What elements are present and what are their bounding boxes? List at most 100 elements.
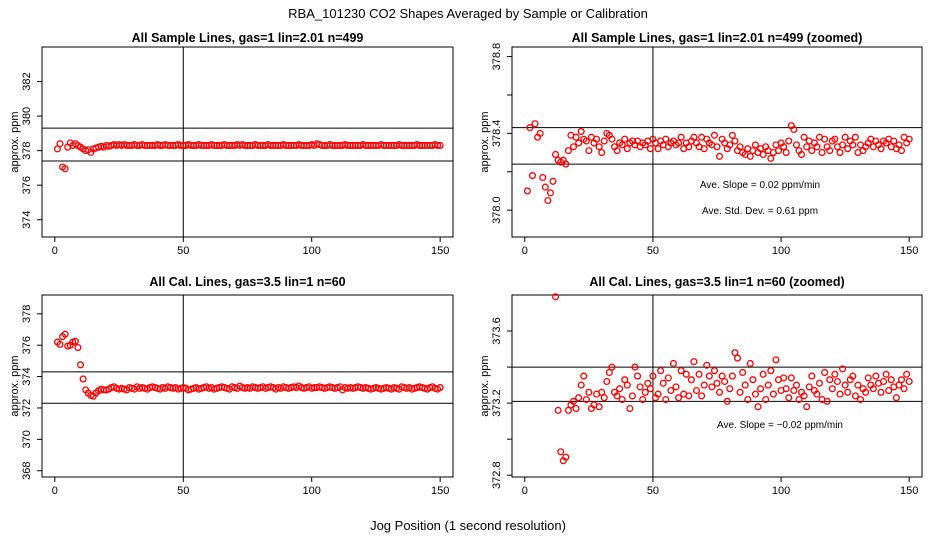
data-point (713, 143, 721, 151)
panel-title: All Cal. Lines, gas=3.5 lin=1 n=60 (zoom… (589, 275, 844, 289)
x-tick-label: 50 (647, 245, 659, 257)
data-point (416, 141, 424, 150)
data-point (721, 377, 729, 386)
data-point (826, 376, 834, 384)
data-point (575, 394, 583, 402)
data-point (623, 145, 631, 153)
data-point (726, 385, 734, 393)
data-point (687, 376, 695, 384)
data-point (600, 137, 608, 145)
data-point (272, 141, 280, 150)
data-point (800, 133, 808, 141)
data-point (331, 141, 339, 150)
data-point (639, 395, 647, 404)
data-point (143, 141, 151, 150)
data-point (146, 141, 154, 150)
x-tick-label: 150 (431, 485, 449, 497)
data-point (287, 141, 295, 150)
panel-title: All Sample Lines, gas=1 lin=2.01 n=499 (132, 31, 364, 45)
data-point (423, 141, 431, 150)
data-point (762, 395, 770, 404)
data-point (841, 381, 849, 389)
x-tick-label: 0 (52, 485, 58, 497)
data-point (351, 141, 359, 150)
data-point (546, 189, 554, 197)
data-point (400, 141, 408, 150)
data-point (769, 390, 777, 398)
data-point (598, 149, 606, 157)
data-point (739, 368, 747, 377)
y-tick-label: 373.2 (491, 389, 503, 417)
data-point (552, 293, 560, 301)
data-point (685, 143, 693, 151)
data-point (669, 359, 677, 368)
x-tick-label: 100 (303, 245, 321, 257)
data-point (682, 370, 690, 378)
data-point (900, 385, 908, 393)
y-axis-label: approx. ppm (9, 355, 21, 416)
data-point (636, 383, 644, 391)
annotation: Ave. Std. Dev. = 0.61 ppm (702, 206, 818, 217)
data-point (713, 379, 721, 387)
plot-frame (511, 46, 923, 238)
data-point (577, 381, 585, 389)
data-point (297, 141, 305, 150)
x-tick-label: 50 (177, 485, 189, 497)
data-point (141, 141, 149, 150)
data-point (695, 370, 703, 378)
data-point (434, 141, 442, 150)
y-tick-label: 378.8 (491, 43, 503, 71)
data-point (223, 141, 231, 150)
data-point (385, 141, 393, 150)
data-point (685, 392, 693, 400)
data-point (754, 403, 762, 411)
data-point (728, 131, 736, 139)
data-point (541, 183, 549, 191)
y-axis-label: approx. ppm (479, 111, 491, 172)
data-point (621, 135, 629, 143)
data-point (421, 141, 429, 150)
data-point (269, 141, 277, 150)
data-point (856, 395, 865, 404)
data-point (718, 372, 726, 380)
data-point (213, 141, 221, 150)
data-point (654, 145, 662, 153)
x-tick-label: 150 (900, 245, 918, 257)
data-point (813, 143, 821, 151)
data-point (677, 367, 685, 375)
data-point (166, 141, 174, 150)
data-point (869, 385, 877, 393)
data-point (585, 147, 593, 155)
data-point (613, 392, 621, 400)
data-point (267, 141, 275, 150)
data-point (585, 388, 593, 396)
x-tick-label: 0 (52, 245, 58, 257)
data-point (562, 160, 570, 168)
data-point (844, 388, 852, 396)
y-tick-label: 368 (21, 462, 33, 480)
panels: All Sample Lines, gas=1 lin=2.01 n=499 0 5… (9, 31, 923, 497)
data-point (805, 383, 813, 391)
data-point (700, 145, 708, 153)
data-point (749, 376, 757, 384)
data-point (344, 141, 352, 150)
y-tick-label: 374 (21, 367, 33, 385)
data-point (436, 384, 444, 392)
data-point (575, 139, 583, 147)
data-point (872, 372, 880, 380)
data-point (123, 141, 131, 150)
data-point (646, 145, 654, 153)
data-point (774, 147, 783, 155)
data-point (700, 381, 708, 389)
data-point (836, 149, 844, 157)
y-axis-label: approx. ppm (479, 355, 491, 416)
data-point (582, 395, 590, 404)
data-point (187, 141, 195, 150)
data-point (549, 177, 557, 185)
data-point (557, 448, 565, 456)
data-point (854, 381, 862, 389)
data-point (839, 365, 847, 373)
data-point (864, 374, 872, 382)
data-point (792, 381, 800, 389)
